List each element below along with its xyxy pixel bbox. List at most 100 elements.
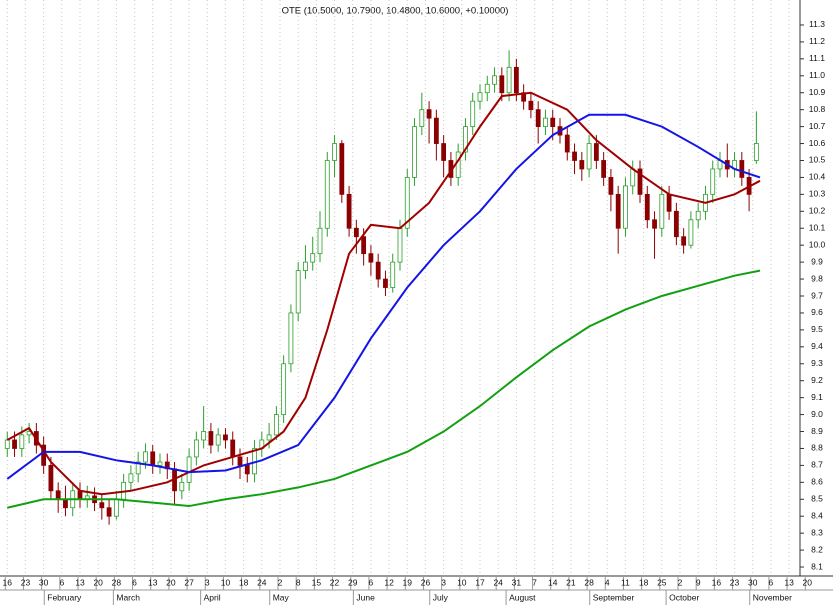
candle-body <box>266 434 272 441</box>
y-tick-label: 8.4 <box>811 510 823 520</box>
x-tick-label: 20 <box>803 577 813 587</box>
candle-body <box>237 456 243 466</box>
x-tick-label: 18 <box>239 577 249 587</box>
x-tick-label: 13 <box>148 577 158 587</box>
moving-average-line <box>6 113 761 480</box>
candle-body <box>455 151 461 178</box>
candle-body <box>695 210 701 221</box>
candle-body <box>346 193 352 229</box>
candle-body <box>106 507 112 517</box>
candle-body <box>215 434 221 446</box>
candle-body <box>339 143 345 195</box>
y-tick-label: 10.1 <box>809 222 826 232</box>
x-tick-label: 28 <box>584 577 594 587</box>
x-tick-label: 14 <box>548 577 558 587</box>
candle-body <box>659 193 665 229</box>
candle-body <box>368 253 374 263</box>
y-tick-label: 11.0 <box>809 70 825 80</box>
candle-body <box>550 117 556 128</box>
candle-body <box>535 109 541 128</box>
candle-body <box>601 160 607 178</box>
y-tick-label: 8.7 <box>811 460 823 470</box>
y-tick-label: 9.5 <box>811 324 823 334</box>
candle-body <box>208 431 214 446</box>
candle-body <box>644 193 650 221</box>
month-label: September <box>593 592 635 602</box>
x-tick-label: 20 <box>93 577 103 587</box>
y-tick-label: 9.7 <box>811 290 823 300</box>
month-label: May <box>273 592 290 602</box>
x-tick-label: 13 <box>75 577 85 587</box>
x-tick-label: 16 <box>3 577 13 587</box>
x-tick-label: 22 <box>330 577 340 587</box>
candle-body <box>19 434 25 449</box>
x-tick-label: 25 <box>657 577 667 587</box>
candle-body <box>739 160 745 178</box>
x-tick-label: 4 <box>605 577 610 587</box>
y-tick-label: 11.3 <box>809 19 825 29</box>
candle-body <box>63 498 68 509</box>
y-tick-label: 9.8 <box>811 273 823 283</box>
candle-body <box>273 414 279 436</box>
candle-body <box>543 117 548 128</box>
candle-body <box>150 451 156 466</box>
moving-average-line <box>6 91 761 496</box>
x-tick-label: 10 <box>457 577 467 587</box>
candle-body <box>586 143 592 170</box>
candle-body <box>157 461 163 466</box>
x-tick-label: 7 <box>532 577 537 587</box>
candle-body <box>353 227 359 238</box>
month-label: April <box>204 592 221 602</box>
candle-body <box>615 193 621 229</box>
month-label: October <box>669 592 699 602</box>
candle-body <box>135 461 141 475</box>
x-tick-label: 28 <box>112 577 122 587</box>
candle-body <box>193 439 199 458</box>
candle-body <box>666 193 672 212</box>
y-tick-label: 10.0 <box>809 239 826 249</box>
x-tick-label: 31 <box>512 577 522 587</box>
y-tick-label: 10.4 <box>809 172 826 182</box>
candle-body <box>332 143 337 161</box>
candle-body <box>441 143 447 161</box>
candle-body <box>404 177 410 229</box>
x-tick-label: 10 <box>221 577 231 587</box>
candle-body <box>688 219 694 246</box>
x-tick-label: 23 <box>730 577 740 587</box>
candle-body <box>143 451 148 463</box>
candle-body <box>288 312 294 365</box>
y-tick-label: 10.5 <box>809 155 826 165</box>
x-tick-label: 6 <box>369 577 374 587</box>
x-tick-label: 23 <box>21 577 31 587</box>
y-tick-label: 9.6 <box>811 307 823 317</box>
candle-body <box>186 456 192 483</box>
x-tick-label: 3 <box>441 577 446 587</box>
candle-body <box>710 168 716 195</box>
x-tick-label: 30 <box>748 577 758 587</box>
candle-body <box>361 236 367 255</box>
month-label: August <box>509 592 536 602</box>
y-tick-label: 10.6 <box>809 138 826 148</box>
x-tick-label: 2 <box>278 577 283 587</box>
candle-body <box>499 75 505 94</box>
y-tick-label: 8.9 <box>811 426 823 436</box>
candle-body <box>113 498 119 517</box>
x-tick-label: 16 <box>712 577 722 587</box>
x-tick-label: 21 <box>566 577 576 587</box>
x-tick-label: 6 <box>59 577 64 587</box>
y-tick-label: 10.2 <box>809 206 826 216</box>
candle-body <box>593 143 599 161</box>
candle-body <box>317 227 323 255</box>
candle-body <box>623 185 628 229</box>
candle-body <box>513 66 519 94</box>
candle-body <box>463 126 468 153</box>
y-tick-label: 8.8 <box>811 443 823 453</box>
candle-body <box>179 481 185 492</box>
candle-body <box>230 439 236 458</box>
x-tick-label: 29 <box>348 577 358 587</box>
candle-body <box>324 160 330 229</box>
x-tick-label: 17 <box>475 577 485 587</box>
candle-body <box>383 278 388 288</box>
